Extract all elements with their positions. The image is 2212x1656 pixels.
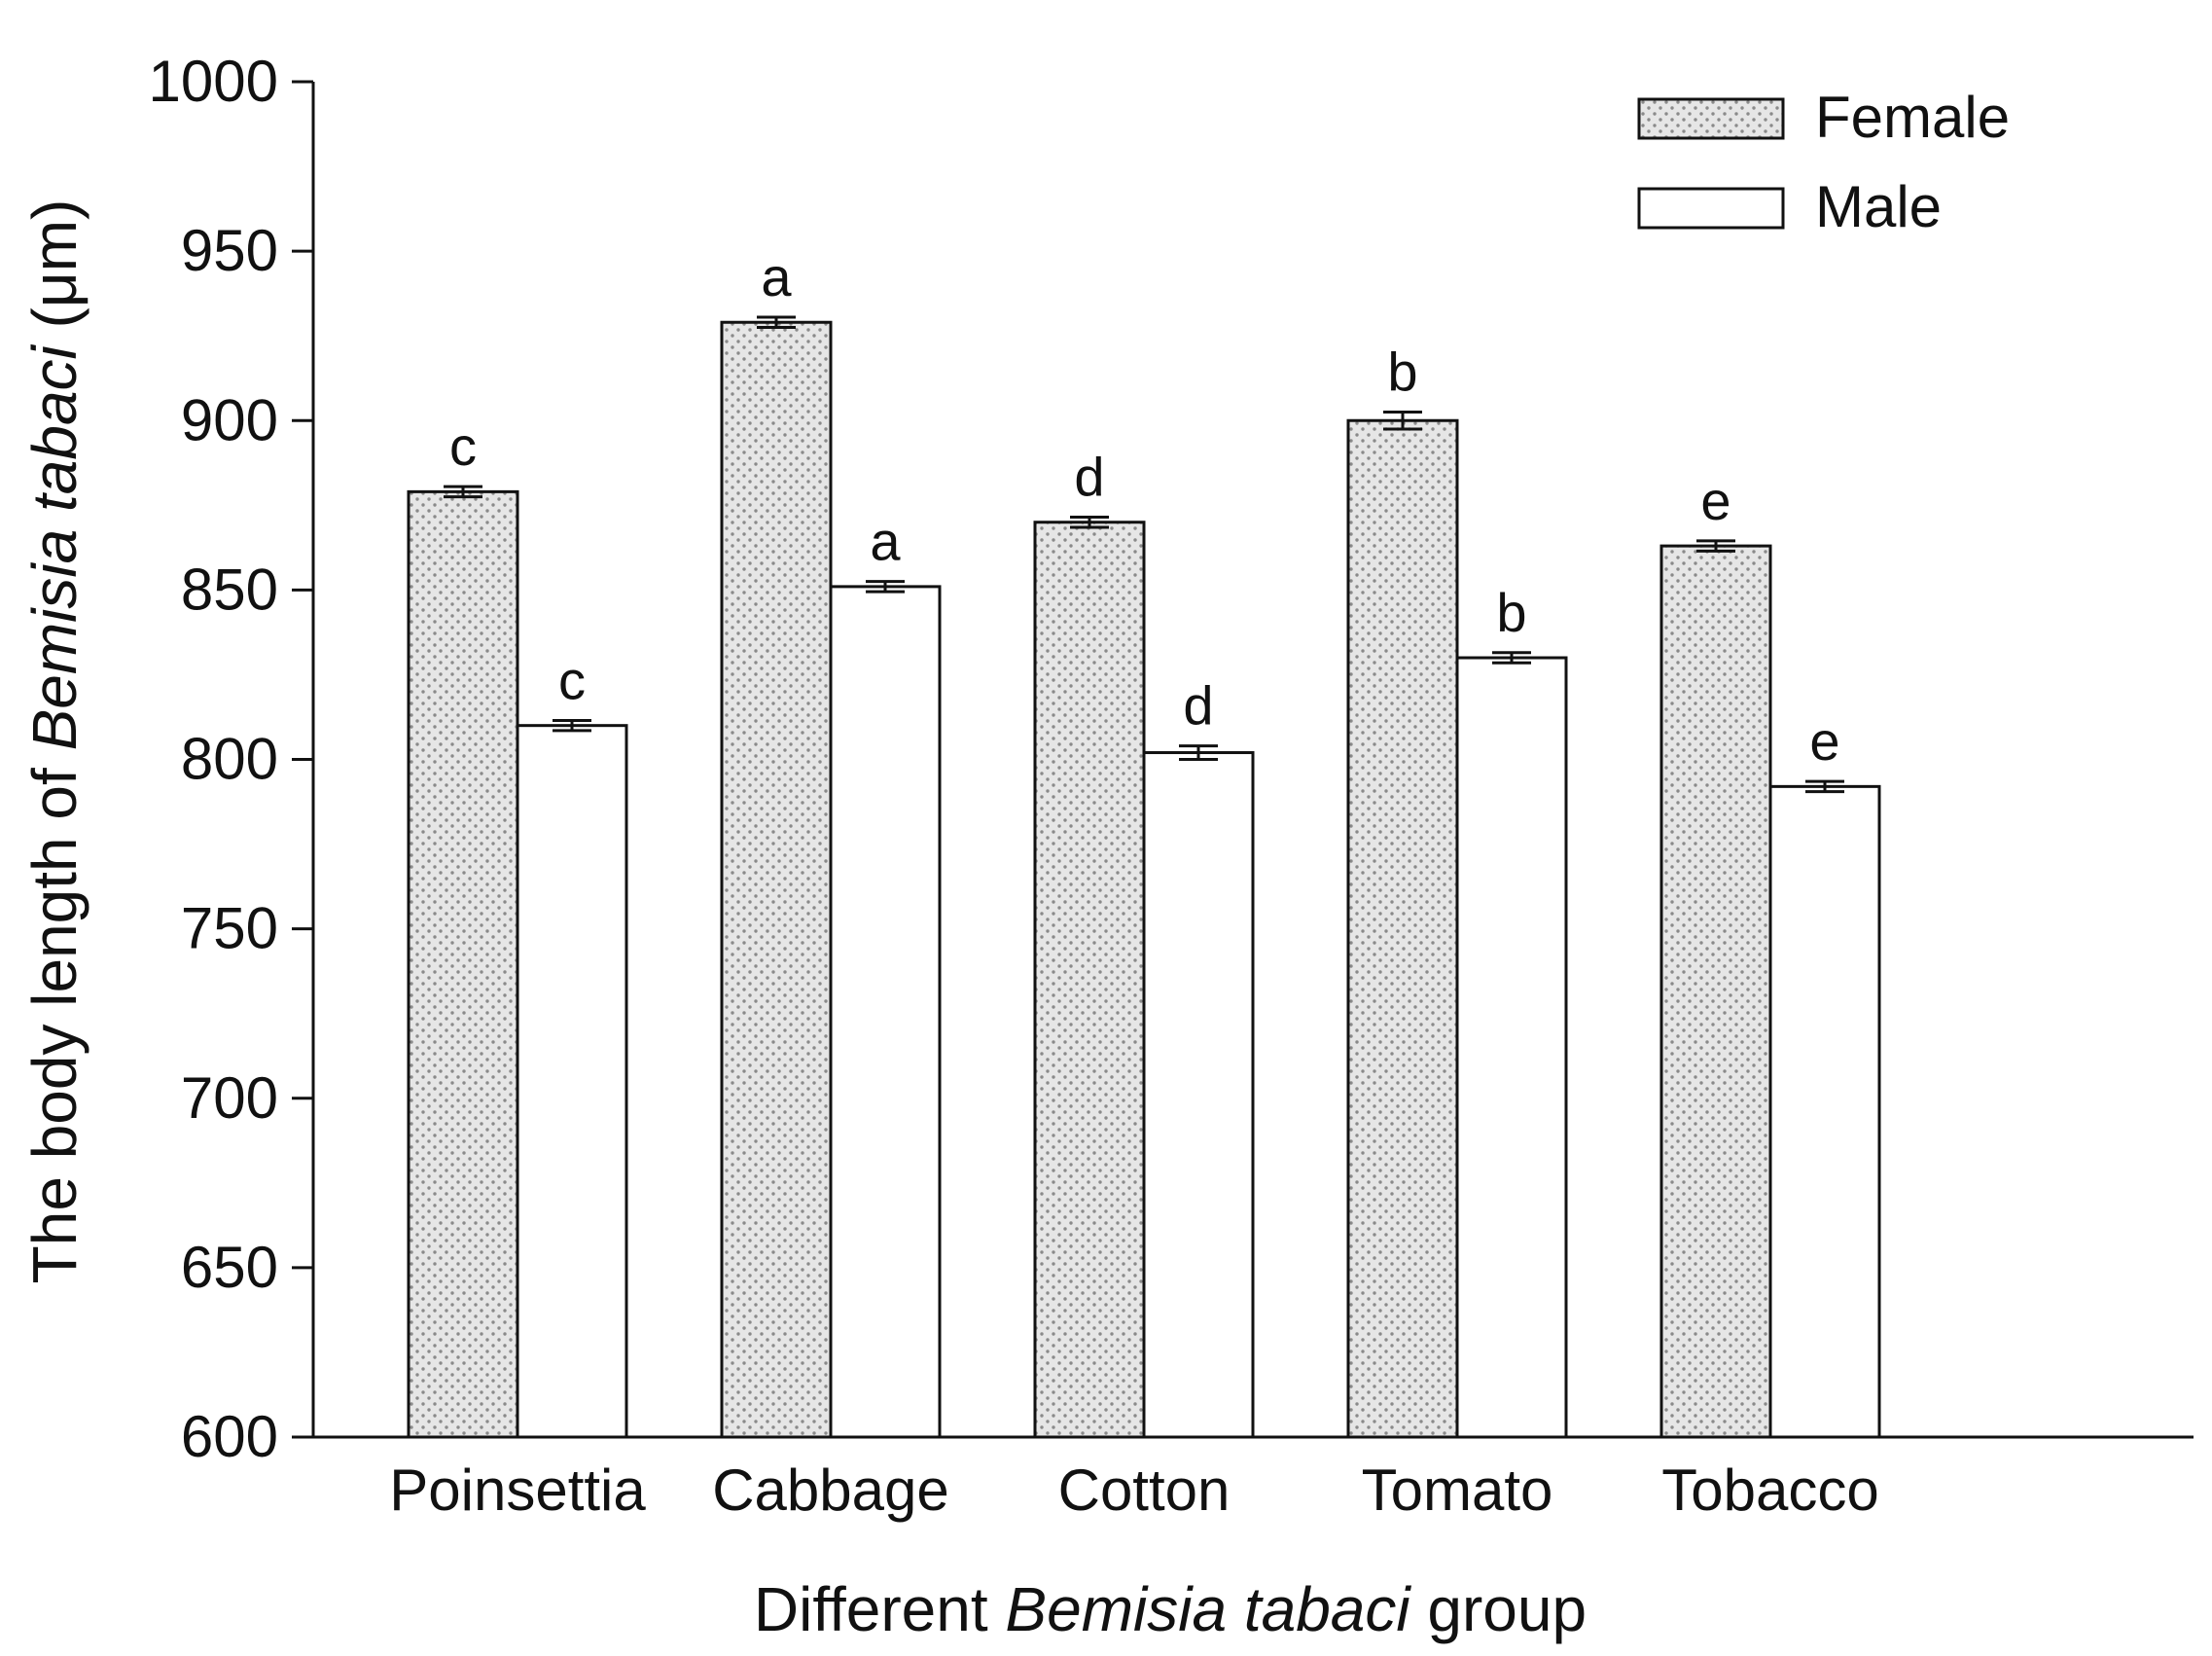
x-category-label: Tomato <box>1362 1458 1553 1523</box>
significance-letter-female: e <box>1700 470 1730 531</box>
legend: Female Male <box>1637 85 2010 239</box>
y-tick-label: 900 <box>181 387 278 452</box>
significance-letter-male: c <box>558 649 586 710</box>
significance-letters-layer: c c a a d d b b e e <box>449 246 1840 772</box>
x-axis-title-pre: Different <box>754 1574 1006 1644</box>
bar-female <box>1033 521 1146 1439</box>
legend-label-male: Male <box>1815 174 1942 239</box>
x-axis-title-post: group <box>1410 1574 1587 1644</box>
significance-letter-female: b <box>1387 342 1417 403</box>
y-axis-title: The body length of Bemisia tabaci (μm) <box>19 199 89 1284</box>
legend-swatch-male <box>1637 187 1785 230</box>
x-axis-title-species: Bemisia tabaci <box>1005 1574 1411 1644</box>
y-tick-label: 750 <box>181 896 278 961</box>
x-category-label: Cabbage <box>712 1458 949 1523</box>
bars-layer <box>407 320 1881 1439</box>
y-tick-label: 850 <box>181 557 278 622</box>
significance-letter-male: e <box>1809 710 1839 772</box>
y-tick-label: 1000 <box>149 49 278 114</box>
bar-female <box>720 320 833 1439</box>
bar-male <box>829 585 942 1439</box>
significance-letter-female: d <box>1074 447 1104 508</box>
y-tick-label: 950 <box>181 218 278 283</box>
y-axis-title-species: Bemisia tabaci <box>19 343 89 750</box>
y-tick-label: 700 <box>181 1065 278 1131</box>
significance-letter-male: d <box>1183 675 1213 737</box>
y-tick-label: 800 <box>181 727 278 792</box>
significance-letter-male: a <box>870 511 901 572</box>
y-axis-title-post: (μm) <box>19 199 89 346</box>
y-tick-label: 600 <box>181 1404 278 1469</box>
x-category-labels: Poinsettia Cabbage Cotton Tomato Tobacco <box>389 1458 1878 1523</box>
bar-female <box>1659 544 1772 1439</box>
y-tick-label: 650 <box>181 1235 278 1300</box>
error-bars-layer <box>444 315 1844 794</box>
x-category-label: Poinsettia <box>389 1458 646 1523</box>
bar-female <box>1346 418 1459 1439</box>
x-category-label: Tobacco <box>1661 1458 1878 1523</box>
significance-letter-female: a <box>761 246 792 307</box>
bar-male <box>1455 656 1568 1439</box>
bar-male <box>1768 784 1881 1439</box>
bar-male <box>516 724 628 1439</box>
bar-female <box>407 489 519 1439</box>
x-category-label: Cotton <box>1058 1458 1231 1523</box>
legend-label-female: Female <box>1815 85 2010 150</box>
significance-letter-female: c <box>449 415 477 477</box>
y-ticks: 600 650 700 750 800 850 900 950 1000 <box>149 49 313 1469</box>
x-axis-title: Different Bemisia tabaci group <box>754 1574 1587 1644</box>
legend-swatch-female <box>1637 97 1785 140</box>
significance-letter-male: b <box>1496 582 1526 643</box>
bar-male <box>1142 751 1255 1439</box>
y-axis-title-pre: The body length of <box>19 750 89 1283</box>
